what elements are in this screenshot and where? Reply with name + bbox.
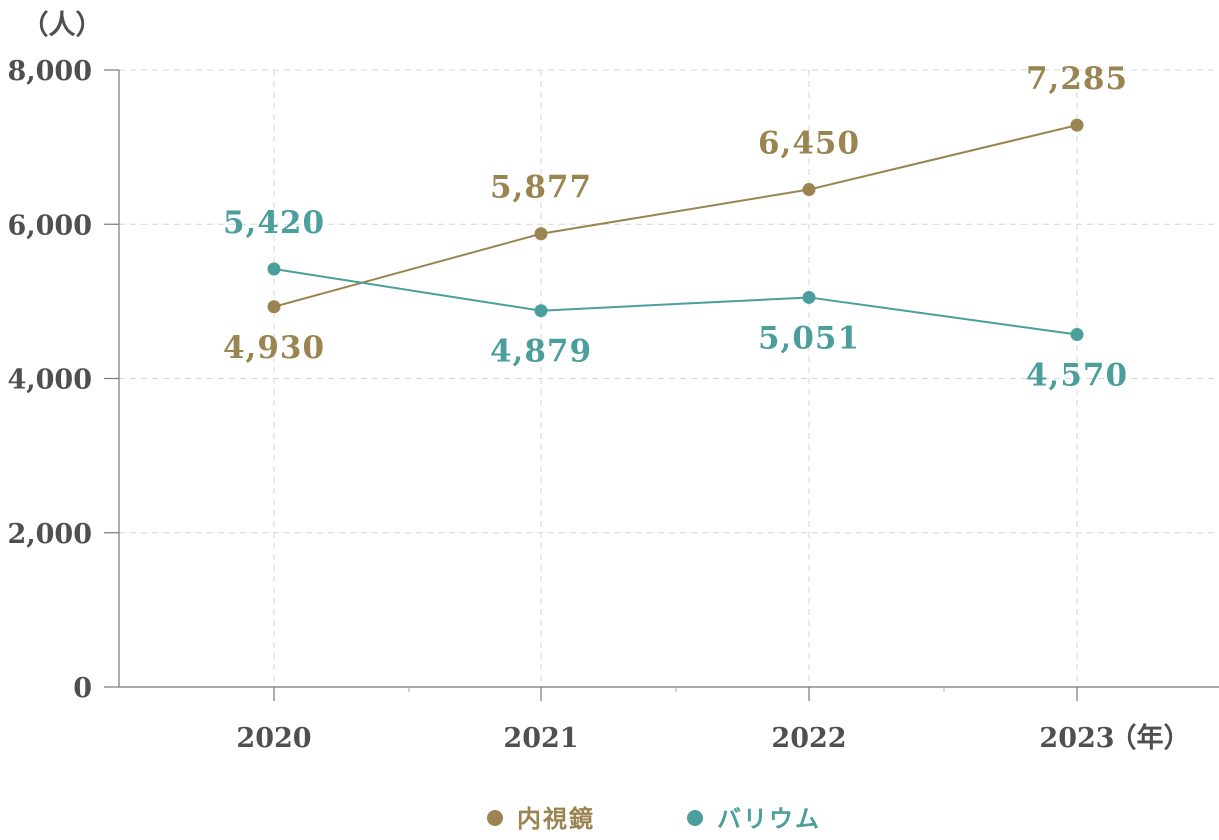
series-1: 4,930 5,877 6,450 7,285 xyxy=(223,61,1128,366)
series-group: 4,930 5,877 6,450 7,285 5,420 4,879 5,051 4,570 xyxy=(223,61,1128,394)
y-tick-label: 2,000 xyxy=(7,519,92,550)
y-tick-label: 4,000 xyxy=(7,365,92,396)
data-label: 4,570 xyxy=(1026,358,1128,394)
legend-marker xyxy=(487,810,503,826)
series-line xyxy=(273,124,1078,308)
data-point xyxy=(534,304,548,318)
data-label: 5,877 xyxy=(490,170,592,206)
data-label: 4,879 xyxy=(490,334,592,370)
data-label: 5,051 xyxy=(758,320,860,356)
y-axis-unit-label: （人） xyxy=(22,10,103,41)
y-tick-label: 0 xyxy=(73,673,92,704)
legend-item-2: バリウム xyxy=(687,805,821,833)
data-point xyxy=(802,290,816,304)
y-tick-label: 6,000 xyxy=(7,210,92,241)
x-tick-label: 2020 xyxy=(236,723,311,754)
data-point xyxy=(1070,328,1084,342)
data-point xyxy=(534,227,548,241)
series-line xyxy=(273,267,1078,336)
legend-item-1: 内視鏡 xyxy=(487,805,595,833)
x-axis-unit-label: （年） xyxy=(1110,722,1191,754)
data-label: 4,930 xyxy=(223,330,325,366)
legend-label: 内視鏡 xyxy=(517,805,595,833)
data-label: 7,285 xyxy=(1026,61,1128,97)
y-tick-labels: 0 2,000 4,000 6,000 8,000 xyxy=(7,56,119,704)
data-point xyxy=(802,183,816,197)
data-label: 5,420 xyxy=(223,205,325,241)
grid-lines xyxy=(119,69,1219,687)
data-label: 6,450 xyxy=(758,126,860,162)
x-tick-label: 2021 xyxy=(503,723,578,754)
x-tick-label: 2022 xyxy=(771,723,846,754)
legend-label: バリウム xyxy=(717,805,821,833)
data-point xyxy=(267,300,281,314)
legend: 内視鏡 バリウム xyxy=(487,805,821,833)
data-point xyxy=(1070,118,1084,132)
data-point xyxy=(267,262,281,276)
x-tick-labels: 2020 2021 2022 2023 xyxy=(236,687,1115,754)
series-2: 5,420 4,879 5,051 4,570 xyxy=(223,205,1128,394)
x-tick-label: 2023 xyxy=(1039,723,1114,754)
legend-marker xyxy=(687,810,703,826)
y-tick-label: 8,000 xyxy=(7,56,92,87)
